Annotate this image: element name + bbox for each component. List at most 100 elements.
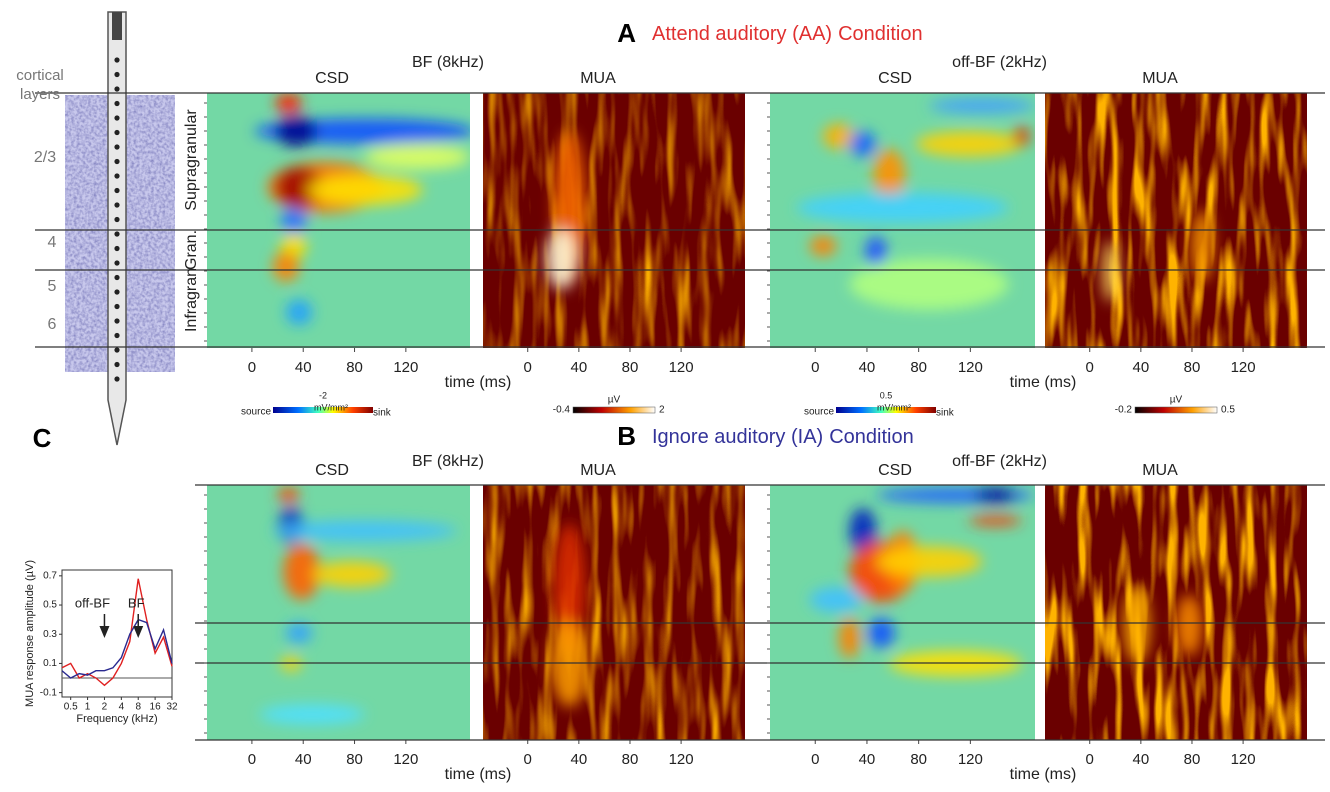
contact — [114, 187, 120, 194]
mua-map — [483, 93, 745, 348]
contact — [114, 318, 120, 324]
map-label: CSD — [878, 70, 912, 87]
layer-name: 5 — [48, 278, 57, 295]
blob — [259, 704, 365, 725]
map-bg-tint — [770, 485, 1035, 740]
x-tick-label: 80 — [1184, 751, 1201, 768]
blob — [809, 235, 837, 257]
colorbar-unit: µV — [1170, 395, 1183, 406]
map-label: MUA — [1142, 462, 1178, 479]
mua-map — [1045, 485, 1307, 740]
x-tick-label: 40 — [1133, 359, 1150, 376]
blob — [838, 617, 861, 659]
blob — [915, 131, 1022, 157]
contact — [114, 100, 120, 107]
blob — [280, 207, 307, 234]
map-label: CSD — [878, 462, 912, 479]
stimulus-label: off-BF (2kHz) — [952, 54, 1047, 71]
map-noise — [483, 93, 745, 348]
blob — [868, 617, 895, 649]
contact — [114, 216, 120, 223]
blobs — [1123, 587, 1203, 664]
blob — [275, 93, 302, 114]
electrode — [107, 11, 127, 446]
colorbar — [1134, 406, 1218, 414]
blob — [974, 487, 1017, 503]
colorbar-right: sink — [373, 408, 392, 419]
panel-title: Attend auditory (AA) Condition — [652, 23, 923, 45]
csd-map — [207, 485, 470, 740]
x-tick-label: 40 — [1133, 751, 1150, 768]
x-tick-label: 120 — [393, 359, 418, 376]
colorbar-unit: mV/mm² — [877, 402, 911, 412]
layer-name: 2/3 — [34, 149, 56, 166]
y-tick-label: 0.1 — [43, 658, 57, 669]
csd-map — [207, 93, 470, 348]
x-tick-label: 2 — [102, 702, 108, 713]
contact — [114, 144, 120, 150]
x-tick-label: 8 — [135, 702, 141, 713]
blob — [272, 520, 457, 542]
x-tick-label: 1 — [85, 702, 91, 713]
blobs — [1102, 210, 1213, 303]
annotation-arrow-head — [133, 626, 144, 638]
y-tick-label: 0.7 — [43, 570, 57, 581]
layer-name: 6 — [48, 316, 57, 333]
x-tick-label: 0.5 — [64, 702, 78, 713]
x-axis-label: Frequency (kHz) — [76, 713, 157, 725]
colorbar — [836, 407, 936, 413]
colorbar-min: -0.4 — [553, 405, 571, 416]
panel-letter: B — [617, 421, 636, 451]
blob — [823, 123, 855, 150]
stimulus-label: off-BF (2kHz) — [952, 453, 1047, 470]
contact — [114, 274, 120, 281]
blob — [849, 507, 876, 554]
electrode-top — [112, 12, 122, 40]
x-tick-label: 4 — [119, 702, 125, 713]
blob — [1191, 210, 1213, 282]
blob — [809, 587, 863, 613]
colorbar-left: source — [804, 407, 834, 418]
layer-region: Supragranular — [183, 109, 200, 211]
x-tick-label: 80 — [622, 359, 639, 376]
x-tick-label: 40 — [295, 359, 312, 376]
blob — [849, 258, 1009, 310]
electrode-contacts — [114, 57, 120, 382]
blob — [849, 131, 876, 157]
series-line — [61, 578, 173, 687]
x-tick-label: 80 — [346, 359, 363, 376]
blob — [1123, 587, 1150, 664]
panel-title: Ignore auditory (IA) Condition — [652, 426, 914, 448]
blobs — [545, 131, 586, 290]
contact — [114, 202, 120, 208]
x-tick-label: 40 — [859, 751, 876, 768]
x-tick-label: 0 — [248, 359, 256, 376]
panel-letter: A — [617, 18, 636, 48]
layer-name: 4 — [48, 234, 57, 251]
x-tick-label: 16 — [150, 702, 162, 713]
colorbar-max: 2 — [659, 405, 665, 416]
title-suffix: Condition — [829, 426, 914, 448]
x-tick-label: 0 — [524, 751, 532, 768]
title-text: Attend auditory (AA) — [652, 23, 832, 45]
map-label: MUA — [1142, 70, 1178, 87]
contact — [114, 129, 120, 136]
blob — [283, 543, 321, 600]
annotation-arrow-head — [99, 626, 110, 638]
x-tick-label: 0 — [1086, 751, 1094, 768]
contact — [114, 71, 120, 78]
x-tick-label: 32 — [166, 702, 178, 713]
blob — [364, 144, 470, 170]
colorbar — [273, 407, 373, 413]
x-tick-label: 40 — [571, 359, 588, 376]
plot-frame — [61, 569, 173, 698]
annotation: off-BF — [75, 595, 110, 610]
blob — [1013, 126, 1030, 147]
blobs — [254, 93, 470, 326]
map-noise — [1045, 93, 1307, 348]
csd-map — [770, 485, 1035, 740]
blob — [285, 622, 313, 644]
x-tick-label: 0 — [1086, 359, 1094, 376]
blob — [1176, 594, 1203, 656]
